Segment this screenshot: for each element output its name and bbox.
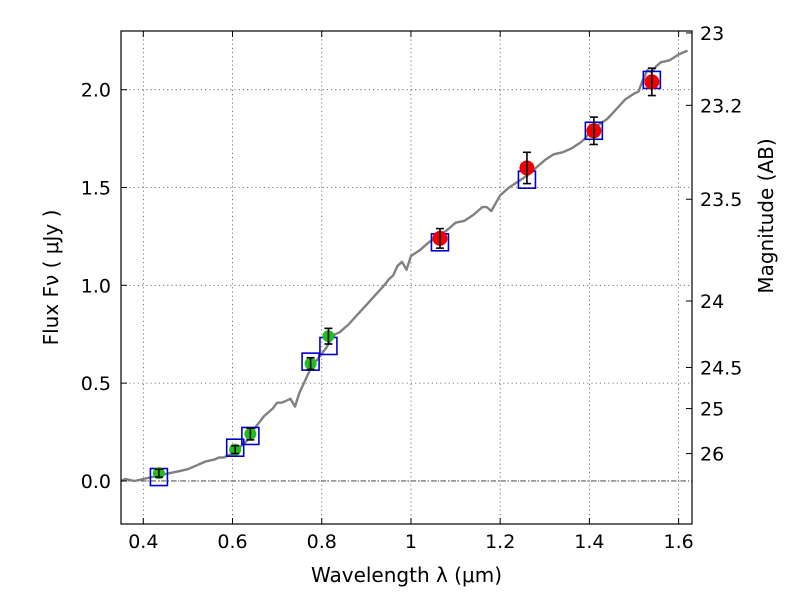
- y2-tick-label: 24: [700, 291, 724, 313]
- sed-model-line: [120, 49, 688, 483]
- y2-tick-label: 23.5: [700, 189, 742, 211]
- plot-frame: [120, 30, 693, 525]
- axis-ticks: 0.4 0.6 0.8 1 1.2 1.4 1.6 0.0 0.5 1.0 1.5 2.0 23 23.2…: [81, 23, 743, 553]
- x-tick-label: 1.2: [485, 531, 515, 553]
- y2-tick-label: 23.2: [700, 95, 742, 117]
- plot-area: [120, 49, 688, 487]
- x-tick-label: 1: [405, 531, 417, 553]
- x-tick-label: 0.4: [128, 531, 158, 553]
- y2-axis-title: Magnitude (AB): [754, 138, 778, 293]
- y2-tick-label: 25: [700, 399, 724, 421]
- y2-tick-label: 23: [700, 23, 724, 45]
- grid-lines: [121, 31, 692, 524]
- y-tick-label: 1.0: [81, 275, 111, 297]
- y-tick-label: 2.0: [81, 80, 111, 102]
- y2-tick-label: 26: [700, 444, 724, 466]
- x-tick-label: 1.6: [664, 531, 694, 553]
- x-axis-title: Wavelength λ (μm): [311, 563, 502, 587]
- y-tick-label: 1.5: [81, 178, 111, 200]
- model-photometry-square: [225, 438, 245, 458]
- x-tick-label: 1.4: [574, 531, 604, 553]
- y-axis-title: Flux Fν ( μJy ): [39, 210, 63, 346]
- y-tick-label: 0.5: [81, 373, 111, 395]
- x-tick-label: 0.6: [217, 531, 247, 553]
- y-tick-label: 0.0: [81, 471, 111, 493]
- x-tick-label: 0.8: [307, 531, 337, 553]
- y2-tick-label: 24.5: [700, 357, 742, 379]
